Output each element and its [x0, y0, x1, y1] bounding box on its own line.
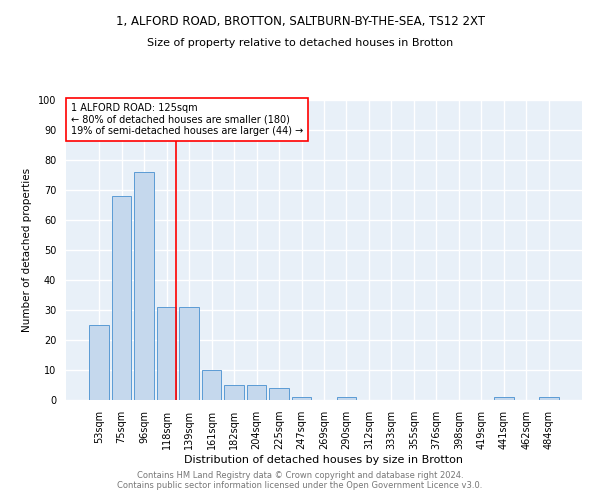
Bar [179, 307, 199, 400]
Bar [494, 397, 514, 400]
Bar [269, 388, 289, 400]
Bar [539, 397, 559, 400]
Text: Contains HM Land Registry data © Crown copyright and database right 2024.
Contai: Contains HM Land Registry data © Crown c… [118, 470, 482, 490]
Y-axis label: Number of detached properties: Number of detached properties [22, 168, 32, 332]
Text: Size of property relative to detached houses in Brotton: Size of property relative to detached ho… [147, 38, 453, 48]
Text: 1 ALFORD ROAD: 125sqm
← 80% of detached houses are smaller (180)
19% of semi-det: 1 ALFORD ROAD: 125sqm ← 80% of detached … [71, 103, 304, 136]
Bar [89, 325, 109, 400]
Bar [224, 385, 244, 400]
Bar [157, 307, 176, 400]
Bar [337, 397, 356, 400]
Bar [134, 172, 154, 400]
Bar [202, 370, 221, 400]
Bar [247, 385, 266, 400]
Bar [292, 397, 311, 400]
Text: 1, ALFORD ROAD, BROTTON, SALTBURN-BY-THE-SEA, TS12 2XT: 1, ALFORD ROAD, BROTTON, SALTBURN-BY-THE… [115, 15, 485, 28]
Bar [112, 196, 131, 400]
X-axis label: Distribution of detached houses by size in Brotton: Distribution of detached houses by size … [185, 455, 464, 465]
